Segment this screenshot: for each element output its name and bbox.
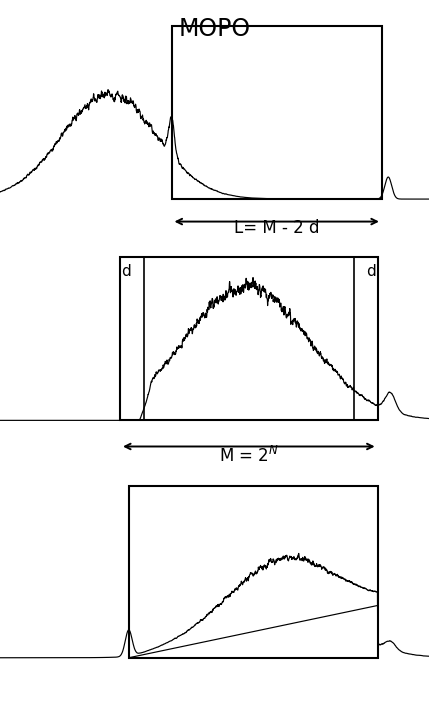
Text: MOPO: MOPO — [178, 17, 251, 41]
Bar — [120, 257, 378, 420]
Text: L= M - 2 d: L= M - 2 d — [234, 219, 320, 237]
Text: d: d — [366, 264, 376, 279]
Text: d: d — [121, 264, 131, 279]
Bar — [172, 25, 382, 199]
Bar — [129, 486, 378, 658]
Text: M = 2$^N$: M = 2$^N$ — [219, 446, 279, 466]
